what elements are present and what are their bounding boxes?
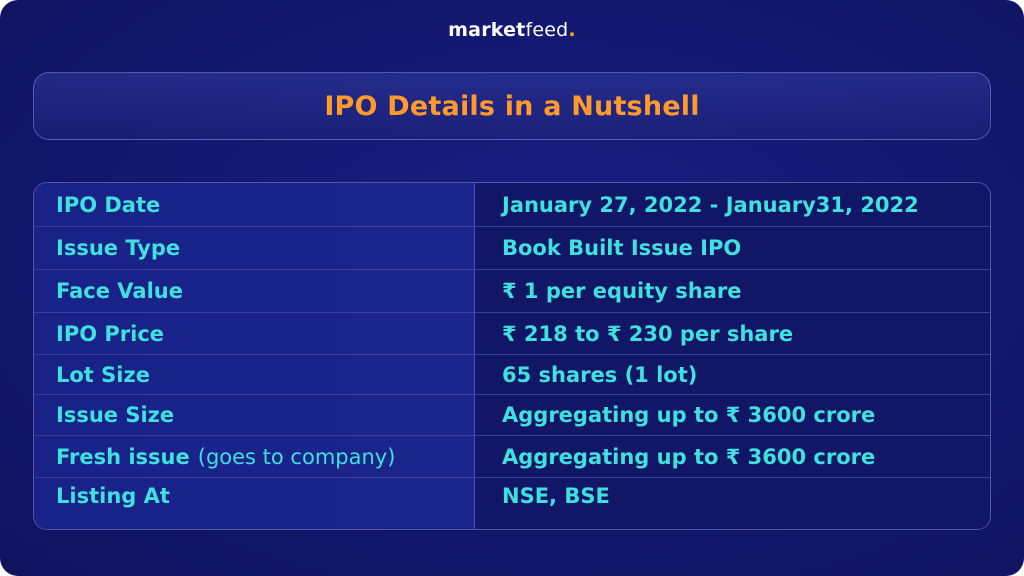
row-label: Issue Size — [34, 395, 475, 435]
row-value: ₹ 1 per equity share — [475, 270, 990, 312]
table-row-fresh-issue: Fresh issue (goes to company) Aggregating… — [34, 436, 990, 478]
table-row-lot-size: Lot Size 65 shares (1 lot) — [34, 355, 990, 395]
row-value: 65 shares (1 lot) — [475, 355, 990, 394]
row-label: Issue Type — [34, 227, 475, 269]
page-title: IPO Details in a Nutshell — [324, 90, 700, 122]
row-label-text: Fresh issue — [56, 444, 190, 469]
brand-dot: . — [568, 19, 576, 41]
row-label-text: Face Value — [56, 279, 183, 303]
row-value: ₹ 218 to ₹ 230 per share — [475, 313, 990, 354]
row-label-text: IPO Date — [56, 192, 161, 217]
brand-name-bold: market — [448, 19, 526, 41]
row-label: Listing At — [34, 478, 475, 529]
row-label: IPO Date — [34, 183, 475, 226]
row-label: IPO Price — [34, 313, 475, 354]
table-row-issue-type: Issue Type Book Built Issue IPO — [34, 227, 990, 270]
row-value: January 27, 2022 - January31, 2022 — [475, 183, 990, 226]
row-value: Aggregating up to ₹ 3600 crore — [475, 395, 990, 435]
row-label: Face Value — [34, 270, 475, 312]
brand-logo: marketfeed. — [0, 19, 1024, 41]
row-label-note: (goes to company) — [197, 444, 396, 469]
row-label-text: IPO Price — [56, 321, 165, 346]
row-label-text: Issue Type — [56, 236, 181, 260]
row-label: Lot Size — [34, 355, 475, 394]
table-row-listing-at: Listing At NSE, BSE — [34, 478, 990, 529]
table-row-ipo-price: IPO Price ₹ 218 to ₹ 230 per share — [34, 313, 990, 355]
row-value: NSE, BSE — [475, 478, 990, 529]
table-row-face-value: Face Value ₹ 1 per equity share — [34, 270, 990, 313]
row-label-text: Lot Size — [56, 362, 150, 387]
ipo-details-table: IPO Date January 27, 2022 - January31, 2… — [33, 182, 991, 530]
row-value: Aggregating up to ₹ 3600 crore — [475, 436, 990, 477]
row-label-text: Issue Size — [56, 403, 175, 427]
table-row-ipo-date: IPO Date January 27, 2022 - January31, 2… — [34, 183, 990, 227]
row-label: Fresh issue (goes to company) — [34, 436, 475, 477]
brand-name-thin: feed — [525, 19, 569, 41]
row-value: Book Built Issue IPO — [475, 227, 990, 269]
row-label-text: Listing At — [56, 484, 170, 508]
table-row-issue-size: Issue Size Aggregating up to ₹ 3600 cror… — [34, 395, 990, 436]
title-banner: IPO Details in a Nutshell — [33, 72, 991, 140]
